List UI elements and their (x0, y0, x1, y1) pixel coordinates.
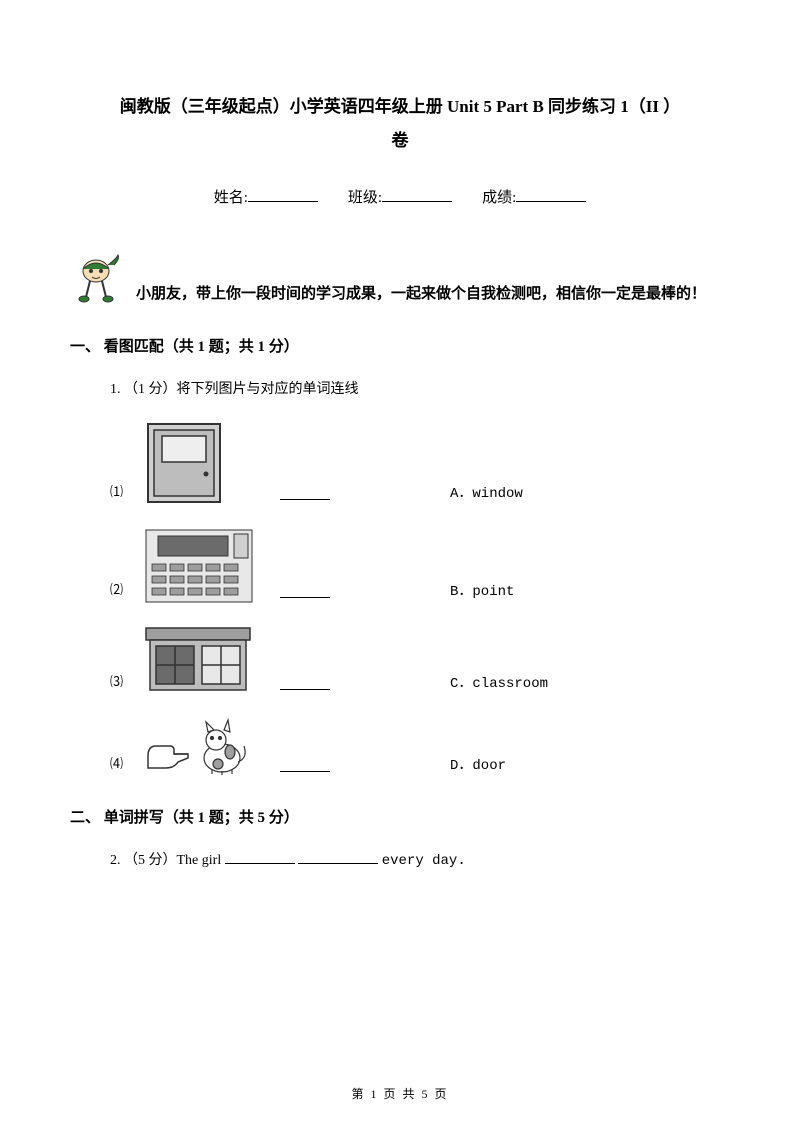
match-idx-2: ⑵ (110, 579, 134, 604)
page-title-line1: 闽教版（三年级起点）小学英语四年级上册 Unit 5 Part B 同步练习 1… (70, 90, 730, 124)
classroom-image-icon (144, 528, 254, 604)
q2-post: every day. (382, 853, 466, 869)
match-idx-1: ⑴ (110, 481, 134, 506)
section2-heading: 二、 单词拼写（共 1 题；共 5 分） (70, 806, 730, 827)
score-label: 成绩: (482, 190, 516, 206)
page-title-line2: 卷 (70, 124, 730, 158)
match-answer-c: C．classroom (450, 672, 548, 696)
student-info-row: 姓名: 班级: 成绩: (70, 186, 730, 207)
mascot-icon (70, 251, 126, 307)
door-image-icon (144, 420, 224, 506)
name-blank[interactable] (248, 186, 318, 202)
match-answer-b: B．point (450, 580, 514, 604)
intro-text: 小朋友，带上你一段时间的学习成果，一起来做个自我检测吧，相信你一定是最棒的！ (136, 282, 730, 307)
question2-line: 2. （5 分）The girl every day. (110, 849, 730, 869)
name-label: 姓名: (214, 190, 248, 206)
match-row-4: ⑷ D．door (110, 718, 730, 778)
q2-blank-2[interactable] (298, 850, 378, 864)
match-row-2: ⑵ B．point (110, 528, 730, 604)
page-footer: 第 1 页 共 5 页 (0, 1085, 800, 1102)
question1-text: 1. （1 分）将下列图片与对应的单词连线 (110, 378, 730, 398)
match-blank-3[interactable] (280, 676, 330, 690)
class-blank[interactable] (382, 186, 452, 202)
match-blank-1[interactable] (280, 486, 330, 500)
intro-row: 小朋友，带上你一段时间的学习成果，一起来做个自我检测吧，相信你一定是最棒的！ (70, 251, 730, 307)
section1-heading: 一、 看图匹配（共 1 题；共 1 分） (70, 335, 730, 356)
match-answer-d: D．door (450, 754, 506, 778)
window-image-icon (144, 626, 252, 696)
q2-pre: 2. （5 分）The girl (110, 853, 225, 868)
match-blank-4[interactable] (280, 758, 330, 772)
match-blank-2[interactable] (280, 584, 330, 598)
match-answer-a: A．window (450, 482, 523, 506)
match-idx-3: ⑶ (110, 671, 134, 696)
q2-blank-1[interactable] (225, 850, 295, 864)
match-row-3: ⑶ C．classroom (110, 626, 730, 696)
score-blank[interactable] (516, 186, 586, 202)
match-row-1: ⑴ A．window (110, 420, 730, 506)
match-idx-4: ⑷ (110, 753, 134, 778)
class-label: 班级: (348, 190, 382, 206)
point-image-icon (144, 718, 252, 778)
